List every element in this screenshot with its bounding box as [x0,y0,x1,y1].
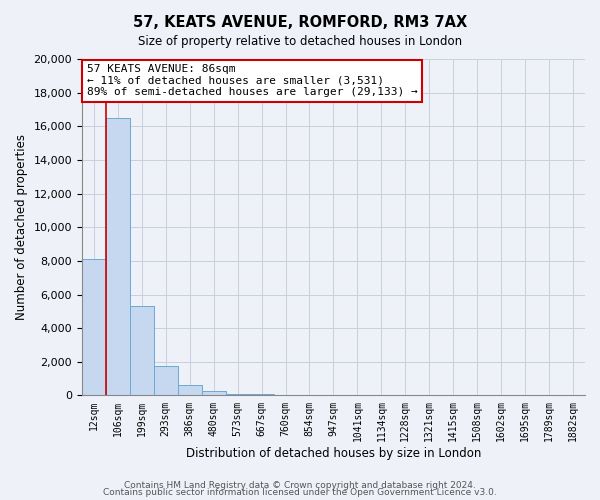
Text: Contains public sector information licensed under the Open Government Licence v3: Contains public sector information licen… [103,488,497,497]
Bar [226,394,250,396]
Bar [250,394,274,396]
Bar [178,386,202,396]
Text: Size of property relative to detached houses in London: Size of property relative to detached ho… [138,35,462,48]
X-axis label: Distribution of detached houses by size in London: Distribution of detached houses by size … [186,447,481,460]
Bar [154,366,178,396]
Text: 57 KEATS AVENUE: 86sqm
← 11% of detached houses are smaller (3,531)
89% of semi-: 57 KEATS AVENUE: 86sqm ← 11% of detached… [87,64,418,97]
Bar [106,118,130,396]
Bar [130,306,154,396]
Y-axis label: Number of detached properties: Number of detached properties [15,134,28,320]
Bar [82,259,106,396]
Bar [202,391,226,396]
Text: Contains HM Land Registry data © Crown copyright and database right 2024.: Contains HM Land Registry data © Crown c… [124,480,476,490]
Text: 57, KEATS AVENUE, ROMFORD, RM3 7AX: 57, KEATS AVENUE, ROMFORD, RM3 7AX [133,15,467,30]
